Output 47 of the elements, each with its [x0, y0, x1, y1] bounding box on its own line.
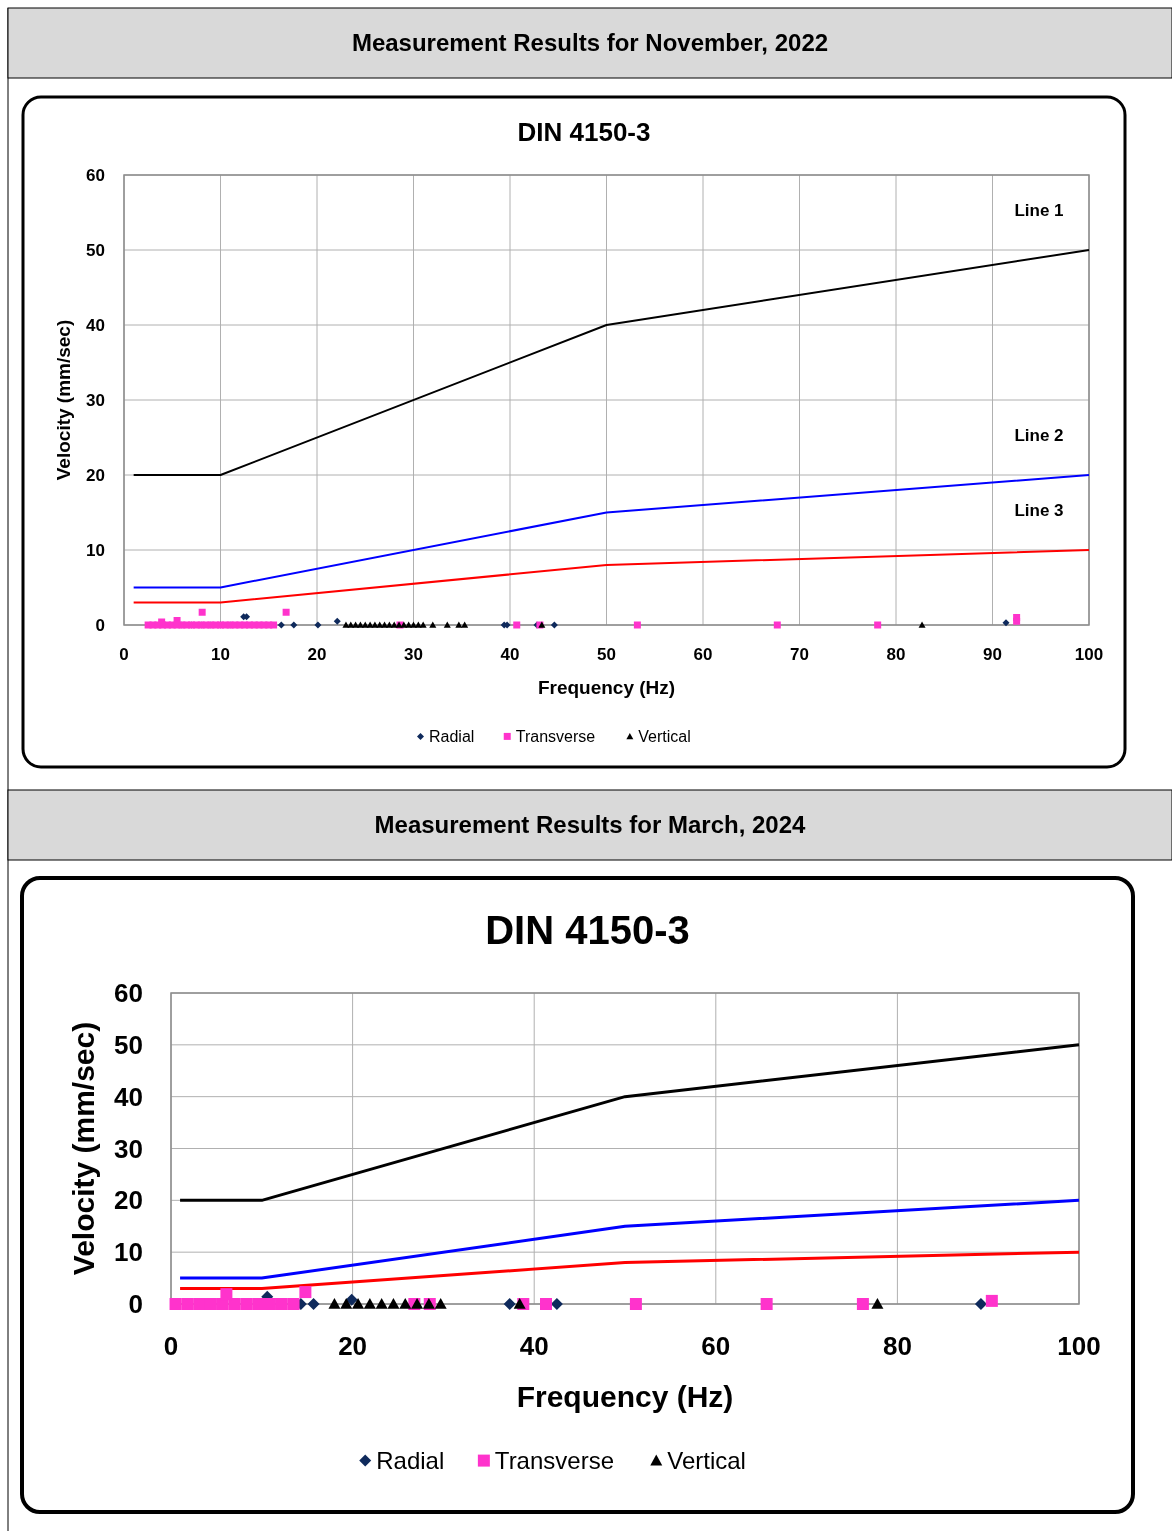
- y-tick-label: 50: [86, 240, 105, 260]
- y-tick-label: 40: [86, 315, 105, 335]
- annotation: Line 3: [1014, 501, 1064, 520]
- x-tick-label: 70: [790, 645, 809, 664]
- legend-label: Vertical: [638, 728, 691, 745]
- y-tick-label: 0: [128, 1289, 143, 1320]
- y-tick-label: 60: [86, 165, 105, 185]
- x-tick-label: 40: [500, 645, 520, 664]
- x-axis-title: Frequency (Hz): [537, 677, 676, 698]
- x-tick-label: 20: [338, 1331, 368, 1361]
- chart-subtitle: DIN 4150-3: [517, 117, 651, 147]
- y-axis-title: Velocity (mm/sec): [67, 1021, 100, 1276]
- y-tick-label: 40: [114, 1081, 143, 1112]
- chart-title: Measurement Results for March, 2024: [374, 811, 807, 838]
- x-tick-label: 100: [1074, 645, 1104, 664]
- legend-label: Radial: [428, 728, 475, 745]
- y-tick-label: 60: [114, 978, 143, 1009]
- x-tick-label: 80: [886, 645, 906, 664]
- legend-label: Transverse: [494, 1447, 615, 1474]
- chart-subtitle: DIN 4150-3: [485, 908, 690, 952]
- annotation: Line 2: [1014, 426, 1064, 445]
- x-tick-label: 10: [211, 645, 230, 664]
- x-tick-label: 60: [701, 1331, 731, 1361]
- y-tick-label: 10: [114, 1237, 143, 1268]
- annotation: Line 1: [1014, 201, 1064, 220]
- x-tick-label: 80: [882, 1331, 912, 1361]
- legend-label: Vertical: [667, 1447, 746, 1474]
- y-axis-title: Velocity (mm/sec): [53, 319, 74, 481]
- x-tick-label: 100: [1057, 1331, 1101, 1361]
- x-tick-label: 20: [307, 645, 327, 664]
- legend-label: Radial: [376, 1447, 445, 1474]
- legend-label: Transverse: [515, 728, 596, 745]
- y-tick-label: 50: [114, 1029, 143, 1060]
- chart-title: Measurement Results for November, 2022: [351, 29, 829, 56]
- y-tick-label: 0: [95, 615, 105, 635]
- y-tick-label: 30: [86, 390, 105, 410]
- x-tick-label: 40: [519, 1331, 549, 1361]
- y-tick-label: 30: [114, 1133, 143, 1164]
- x-axis-title: Frequency (Hz): [516, 1380, 734, 1413]
- x-tick-label: 60: [693, 645, 713, 664]
- y-tick-label: 20: [86, 465, 105, 485]
- y-tick-label: 10: [86, 540, 105, 560]
- x-tick-label: 90: [983, 645, 1002, 664]
- x-tick-label: 30: [404, 645, 423, 664]
- x-tick-label: 0: [163, 1331, 179, 1361]
- x-tick-label: 50: [597, 645, 616, 664]
- y-tick-label: 20: [114, 1185, 143, 1216]
